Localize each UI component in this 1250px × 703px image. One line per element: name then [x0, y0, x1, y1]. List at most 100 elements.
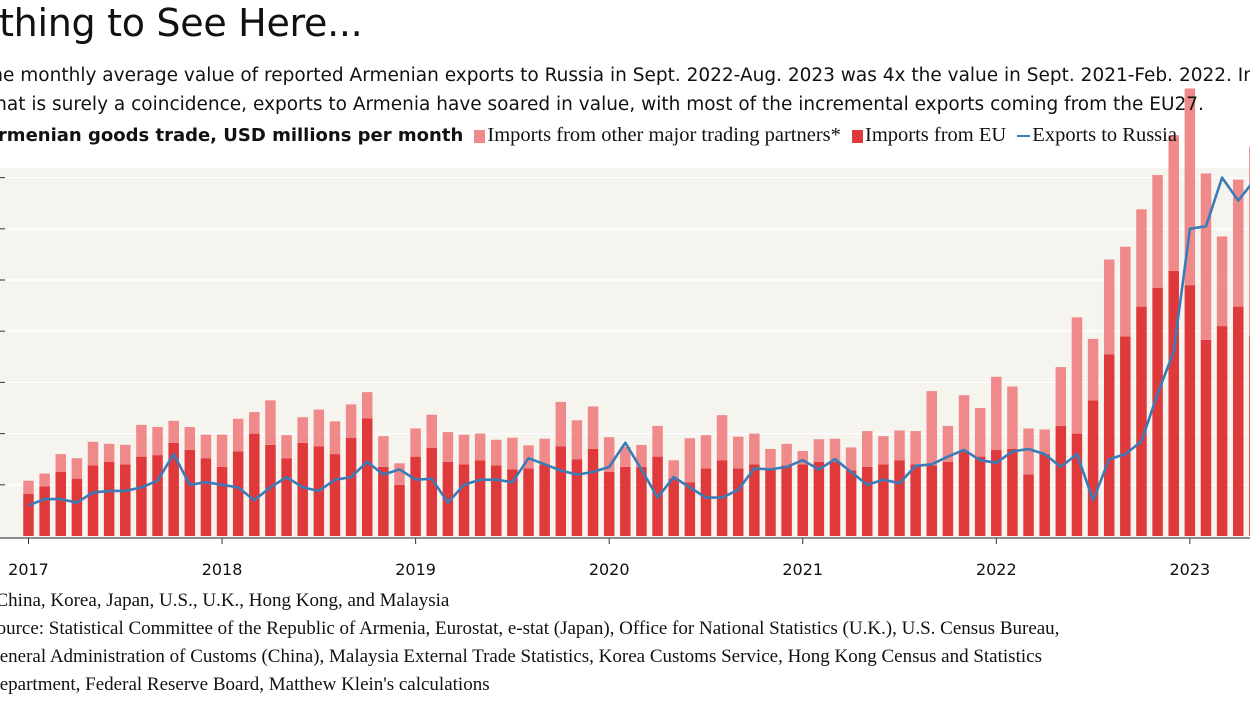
- bar-imports-eu: [878, 464, 889, 536]
- bar-imports-eu: [1007, 448, 1018, 536]
- bar-imports-eu: [1071, 433, 1083, 536]
- bar-imports-eu: [426, 447, 437, 536]
- bar-imports-other: [1136, 209, 1147, 307]
- bar-imports-eu: [1039, 454, 1050, 536]
- bar-imports-other: [458, 434, 470, 465]
- bar-imports-eu: [781, 465, 792, 536]
- bar-imports-eu: [1200, 339, 1212, 536]
- bar-imports-other: [313, 409, 325, 447]
- bar-imports-other: [184, 426, 196, 450]
- series-imports-eu: [23, 270, 1250, 536]
- bar-imports-other: [1184, 88, 1196, 286]
- bar-imports-other: [910, 431, 921, 465]
- bar-imports-eu: [700, 468, 712, 536]
- bar-imports-other: [1120, 246, 1131, 337]
- bar-imports-eu: [71, 478, 83, 536]
- x-tick-label: 2022: [976, 560, 1017, 579]
- bar-imports-other: [216, 434, 228, 467]
- bar-imports-other: [991, 376, 1002, 450]
- bar-imports-other: [103, 443, 115, 462]
- bar-imports-eu: [458, 464, 470, 536]
- bar-imports-other: [684, 438, 696, 483]
- bar-imports-other: [232, 418, 244, 452]
- bar-imports-eu: [845, 470, 857, 536]
- bar-imports-other: [361, 392, 373, 419]
- bar-imports-other: [974, 408, 986, 457]
- bar-imports-other: [781, 443, 792, 466]
- bar-imports-eu: [636, 466, 647, 536]
- legend: Armenian goods trade, USD millions per m…: [0, 124, 1177, 154]
- bar-imports-other: [1103, 259, 1115, 355]
- bar-imports-other: [1071, 317, 1083, 434]
- bar-imports-eu: [1055, 425, 1067, 536]
- bar-imports-eu: [39, 486, 50, 536]
- bar-imports-other: [603, 437, 615, 472]
- bar-imports-eu: [216, 466, 228, 536]
- bar-imports-eu: [200, 458, 212, 536]
- bar-imports-eu: [1136, 306, 1147, 536]
- bar-imports-eu: [829, 461, 841, 536]
- series-exports-russia: [28, 176, 1250, 507]
- bar-imports-eu: [587, 448, 599, 536]
- bar-imports-other: [668, 460, 679, 479]
- x-tick-label: 2017: [8, 560, 49, 579]
- legend-label-other-imports: Imports from other major trading partner…: [487, 124, 841, 146]
- bar-imports-eu: [749, 464, 760, 536]
- bar-imports-other: [491, 439, 502, 466]
- bar-imports-other: [652, 425, 663, 457]
- bar-imports-eu: [249, 433, 260, 536]
- x-tick-label: 2021: [782, 560, 823, 579]
- bar-imports-eu: [668, 478, 679, 536]
- bar-imports-eu: [539, 464, 550, 536]
- bar-imports-eu: [87, 465, 99, 536]
- bar-imports-eu: [910, 464, 921, 536]
- square-swatch-icon: [474, 129, 486, 143]
- bar-imports-other: [410, 428, 421, 457]
- bar-imports-other: [394, 463, 405, 485]
- bar-imports-other: [1055, 367, 1067, 426]
- bar-imports-eu: [523, 468, 534, 536]
- bar-imports-eu: [184, 449, 196, 536]
- bar-imports-eu: [120, 464, 131, 536]
- bar-imports-other: [700, 435, 712, 469]
- bar-imports-eu: [942, 461, 954, 536]
- subtitle-line-1: The monthly average value of reported Ar…: [0, 65, 1250, 86]
- bar-imports-eu: [991, 449, 1002, 536]
- bar-imports-eu: [152, 455, 163, 536]
- bar-imports-eu: [958, 451, 970, 536]
- bar-imports-other: [765, 448, 776, 470]
- bar-imports-other: [1152, 175, 1163, 288]
- bar-imports-eu: [232, 451, 244, 536]
- bar-imports-other: [1200, 173, 1212, 340]
- bar-imports-eu: [1168, 270, 1179, 536]
- source-line-1: Source: Statistical Committee of the Rep…: [0, 618, 1060, 639]
- bar-imports-other: [1168, 135, 1179, 271]
- bar-imports-other: [120, 444, 131, 465]
- bar-imports-eu: [23, 494, 34, 536]
- legend-item-exports-russia: Exports to Russia: [1017, 124, 1177, 146]
- bar-imports-eu: [1184, 285, 1196, 536]
- legend-title: Armenian goods trade, USD millions per m…: [0, 125, 464, 146]
- square-swatch-icon: [852, 129, 863, 143]
- bar-imports-other: [39, 473, 50, 487]
- bar-imports-eu: [732, 468, 744, 536]
- bar-imports-other: [507, 437, 518, 470]
- bar-imports-other: [1023, 428, 1034, 475]
- bar-imports-other: [168, 420, 179, 443]
- bar-imports-eu: [620, 466, 631, 536]
- bar-imports-eu: [136, 456, 147, 536]
- bar-imports-other: [426, 414, 437, 448]
- bar-imports-other: [200, 434, 212, 459]
- bar-imports-other: [587, 406, 599, 449]
- bar-imports-eu: [55, 472, 67, 536]
- bar-imports-eu: [168, 442, 179, 536]
- bar-imports-other: [894, 430, 905, 461]
- bar-imports-eu: [394, 484, 405, 536]
- x-tick-label: 2023: [1170, 560, 1211, 579]
- bar-imports-eu: [571, 459, 583, 536]
- bar-imports-eu: [926, 465, 938, 536]
- bar-imports-other: [1233, 179, 1244, 307]
- bar-imports-other: [474, 433, 486, 461]
- bar-imports-other: [555, 401, 567, 447]
